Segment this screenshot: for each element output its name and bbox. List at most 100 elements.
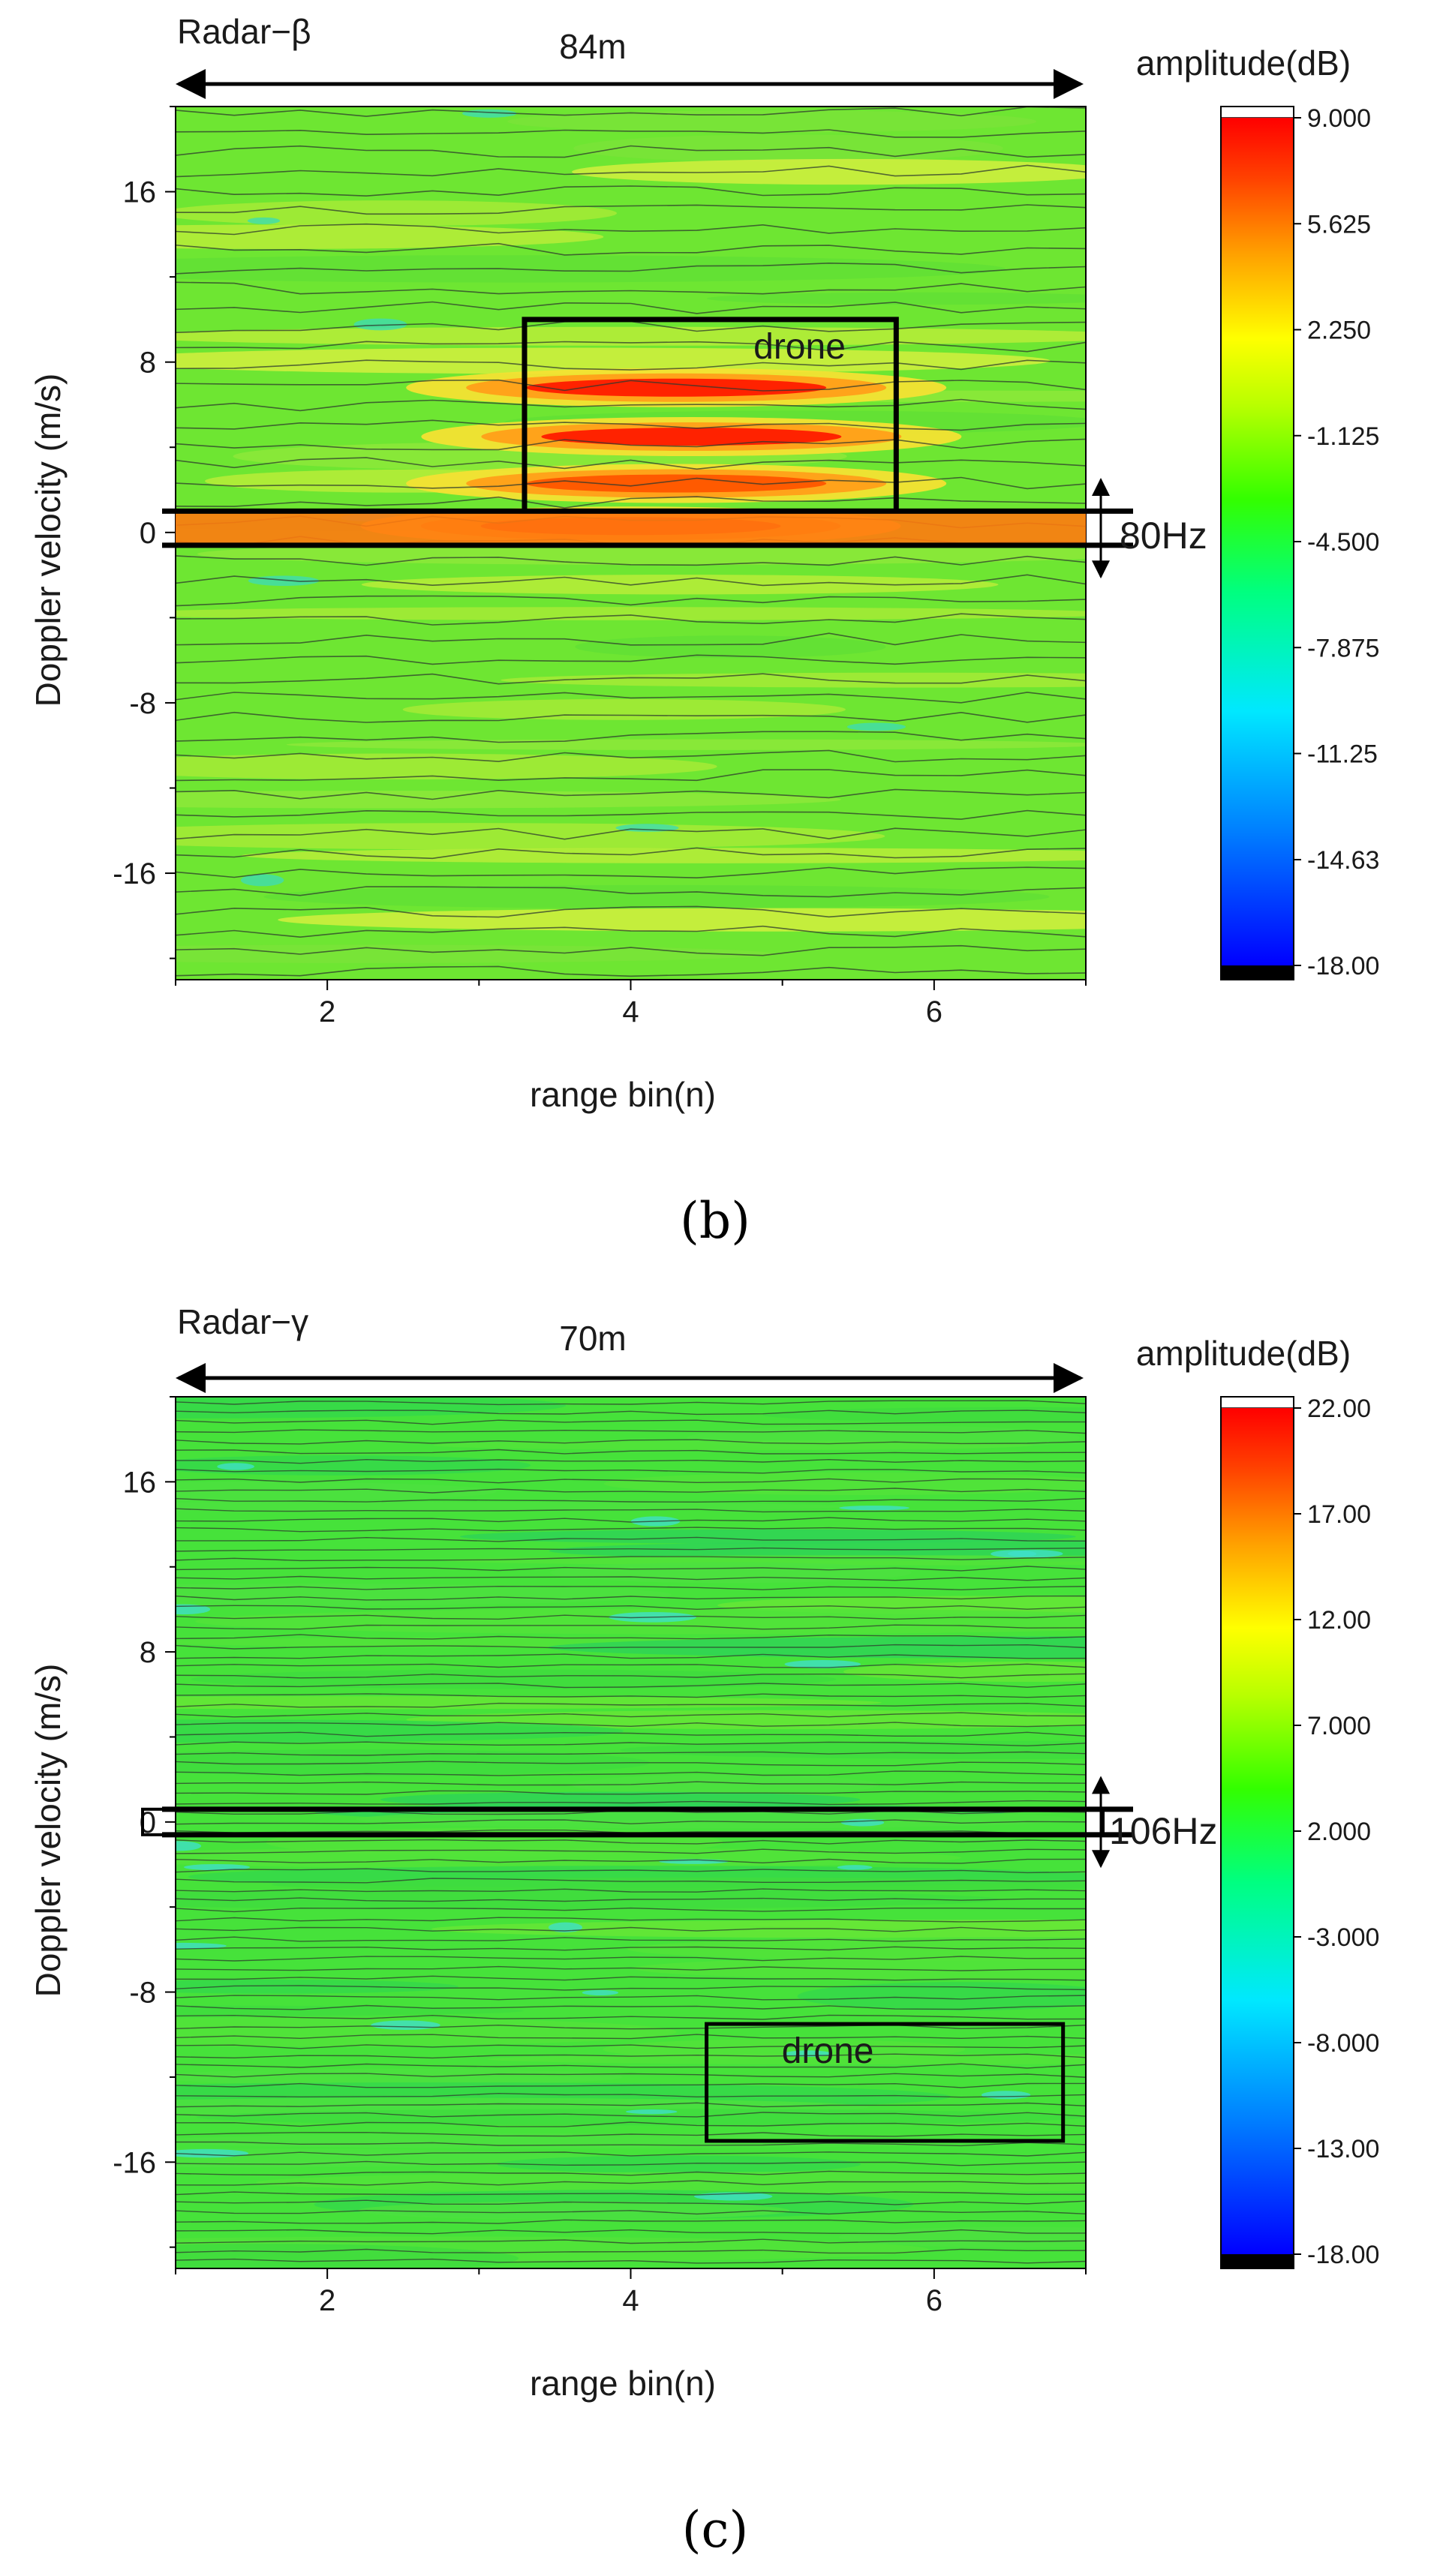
texture-spot: [582, 1989, 619, 1995]
texture-band: [634, 1957, 1086, 1980]
contour-line: [176, 2063, 1086, 2069]
texture-band: [443, 1555, 1086, 1566]
texture-spot: [240, 874, 284, 887]
contour-line: [176, 1547, 1086, 1552]
contour-line: [176, 379, 1086, 392]
colorbar-label: 17.00: [1307, 1500, 1371, 1529]
panel-caption: (b): [680, 1192, 750, 1250]
contour-line: [176, 2248, 1086, 2254]
clutter-band-fill: [176, 511, 1086, 545]
contour-line: [176, 2160, 1086, 2166]
colorbar-label: -7.875: [1307, 634, 1379, 662]
contour-line: [176, 2151, 1086, 2157]
contour-line: [176, 2112, 1086, 2118]
texture-band: [176, 1696, 882, 1710]
contour-line: [176, 2258, 1086, 2264]
texture-band: [575, 635, 886, 659]
contour-line: [176, 944, 1086, 956]
contour-line: [176, 1868, 1086, 1874]
contour-line: [176, 359, 1086, 371]
colorbar-label: -13.00: [1307, 2135, 1379, 2163]
contour-line: [176, 1751, 1086, 1756]
x-axis-label: range bin(n): [530, 1075, 716, 1114]
y-tick-label: 0: [140, 517, 156, 550]
contour-line: [176, 1761, 1086, 1767]
contour-line: [176, 1410, 1086, 1416]
contour-line: [176, 1693, 1086, 1698]
x-tick-label: 4: [622, 995, 639, 1028]
x-tick-label: 6: [926, 2284, 942, 2317]
texture-band: [497, 2155, 861, 2173]
texture-spot: [353, 318, 407, 331]
contour-line: [176, 1536, 1086, 1542]
contour-line: [176, 1644, 1086, 1650]
texture-spot: [626, 2109, 678, 2115]
contour-line: [176, 185, 1086, 197]
contour-line: [176, 204, 1086, 215]
texture-band: [176, 1979, 458, 1994]
contour-line: [176, 574, 1086, 587]
texture-band: [572, 158, 1086, 185]
texture-band: [361, 575, 999, 595]
contour-line: [176, 2191, 1086, 2196]
texture-band: [176, 2244, 519, 2268]
contour-line: [176, 2004, 1086, 2010]
texture-spot: [371, 2020, 440, 2030]
contour-line: [176, 2238, 1086, 2244]
contour-line: [176, 1985, 1086, 1991]
texture-band: [572, 1774, 879, 1796]
x-tick-label: 6: [926, 995, 942, 1028]
contour-line: [176, 1858, 1086, 1864]
contour-line: [176, 457, 1086, 470]
y-tick-label: -8: [129, 687, 156, 720]
texture-band: [278, 908, 1086, 932]
contour-line: [176, 2199, 1086, 2205]
texture-band: [286, 739, 1086, 750]
texture-band: [507, 110, 1037, 133]
texture-band: [603, 1472, 1086, 1496]
contour-line: [176, 1614, 1086, 1620]
texture-spot: [837, 1865, 873, 1870]
texture-band: [357, 2201, 790, 2220]
texture-band: [356, 1809, 1072, 1829]
contour-line: [176, 341, 1086, 353]
contour-line: [176, 1975, 1086, 1981]
contour-line: [176, 1965, 1086, 1971]
contour-line: [176, 1995, 1086, 2001]
radar-title: Radar−γ: [177, 1302, 308, 1341]
texture-band: [176, 607, 1086, 620]
contour-line: [176, 2121, 1086, 2127]
contour-line: [176, 1731, 1086, 1737]
contour-line: [176, 1839, 1086, 1845]
colorbar-label: -8.000: [1307, 2029, 1379, 2058]
contour-line: [176, 711, 1086, 723]
contour-line: [176, 2209, 1086, 2215]
texture-band: [573, 134, 1003, 163]
colorbar-label: 2.250: [1307, 317, 1371, 345]
contour-line: [176, 595, 1086, 607]
contour-line: [176, 788, 1086, 800]
y-tick-label: -8: [129, 1977, 156, 2010]
contour-line: [176, 847, 1086, 860]
contour-line: [176, 2092, 1086, 2098]
clutter-band: [162, 478, 1133, 579]
contour-line: [176, 2024, 1086, 2030]
contour-line: [176, 1907, 1086, 1913]
hot-spot: [526, 474, 827, 493]
y-axis-label: Doppler velocity (m/s): [29, 374, 68, 707]
texture-band: [550, 1562, 912, 1584]
texture-band: [176, 753, 717, 780]
contour-line: [176, 1800, 1086, 1806]
clutter-band: [141, 1776, 1133, 1869]
contour-line: [176, 2044, 1086, 2049]
contour-line: [176, 145, 1086, 158]
texture-band: [501, 672, 1086, 688]
contour-line: [176, 1936, 1086, 1942]
contour-line: [176, 749, 1086, 763]
contour-line: [176, 905, 1086, 918]
colorbar-label: 12.00: [1307, 1606, 1371, 1635]
texture-spot: [247, 217, 281, 224]
texture-band: [195, 1608, 1086, 1635]
texture-band: [176, 1455, 531, 1476]
